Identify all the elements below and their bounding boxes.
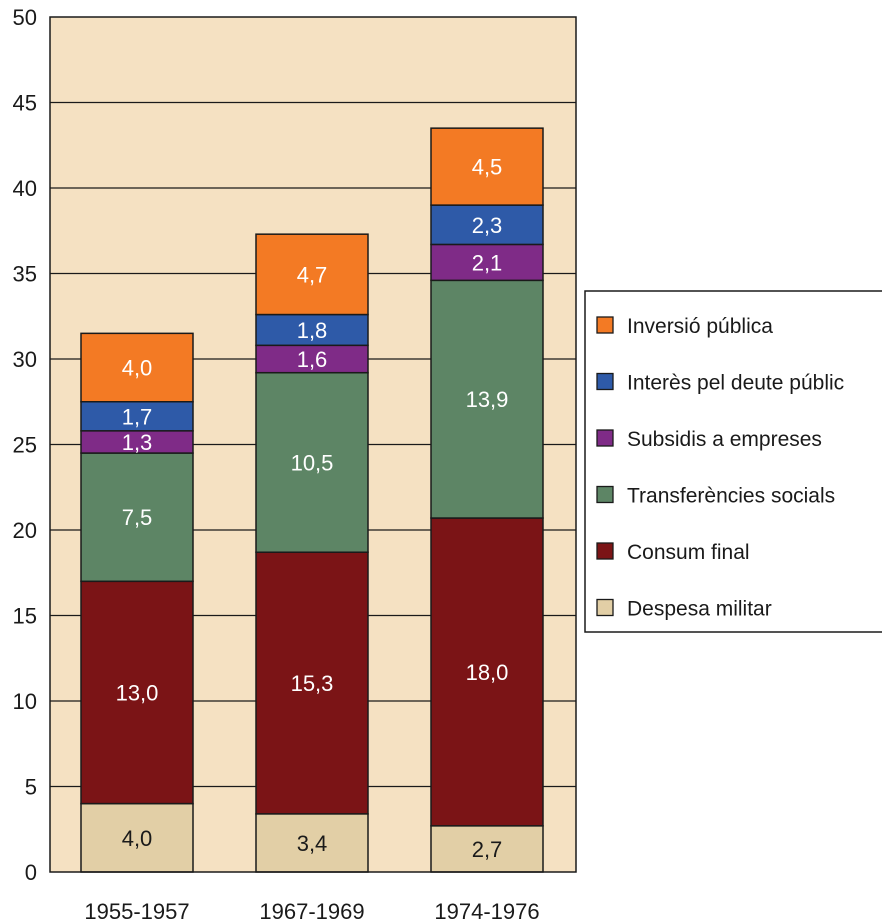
bar-value-label: 1,6 bbox=[297, 347, 328, 372]
bar-segment bbox=[430, 517, 544, 827]
bar-value-label: 1,3 bbox=[122, 430, 153, 455]
legend-swatch bbox=[596, 372, 614, 391]
bar-value-label: 18,0 bbox=[466, 660, 509, 685]
legend-swatch bbox=[596, 485, 614, 504]
bar-segment bbox=[255, 813, 369, 873]
plot-frame bbox=[49, 16, 577, 873]
bar-value-label: 2,3 bbox=[472, 213, 503, 238]
bar-value-label: 10,5 bbox=[291, 450, 334, 475]
bar-segment bbox=[430, 127, 544, 206]
bar-segment bbox=[430, 243, 544, 282]
legend-swatch bbox=[596, 598, 614, 617]
bar-segment bbox=[430, 279, 544, 519]
legend-label: Inversió pública bbox=[627, 315, 773, 338]
x-tick-label: 1974-1976 bbox=[434, 899, 539, 922]
bar-segment bbox=[80, 401, 194, 432]
bar-value-label: 2,7 bbox=[472, 837, 503, 862]
bar-segment bbox=[255, 233, 369, 316]
x-tick-label: 1955-1957 bbox=[84, 899, 189, 922]
y-tick-label: 20 bbox=[13, 518, 37, 543]
bars: 4,0 13,0 7,5 1,31,7 4,0 3,4 15,3 10,5 1,6 1,8 4,7 2… bbox=[80, 127, 544, 873]
x-tick-label: 1967-1969 bbox=[259, 899, 364, 922]
legend-swatch bbox=[596, 542, 614, 560]
y-axis-ticks: 0 5 10 15 20 25 30 35 40 45 50 bbox=[13, 5, 37, 885]
y-tick-label: 50 bbox=[13, 5, 37, 30]
legend-box bbox=[584, 290, 882, 633]
bar-value-label: 2,1 bbox=[472, 250, 503, 275]
bar-segment bbox=[255, 371, 369, 553]
bar-value-label: 1,8 bbox=[297, 318, 328, 343]
legend-label: Subsidis a empreses bbox=[627, 428, 822, 451]
y-tick-label: 0 bbox=[25, 860, 37, 885]
bar-value-label: 7,5 bbox=[122, 505, 153, 530]
bar-value-label: 4,0 bbox=[122, 826, 153, 851]
bar-segment bbox=[255, 313, 369, 347]
y-tick-label: 25 bbox=[13, 433, 37, 458]
y-tick-label: 5 bbox=[25, 775, 37, 800]
bar-value-label: 13,0 bbox=[116, 680, 159, 705]
bar-segment bbox=[430, 204, 544, 246]
bar-value-label: 4,7 bbox=[297, 262, 328, 287]
legend-label: Interès pel deute públic bbox=[627, 372, 844, 395]
x-axis-categories: 1955-1957 1967-1969 1974-1976 bbox=[84, 899, 539, 922]
y-tick-label: 15 bbox=[13, 604, 37, 629]
bar-segment bbox=[255, 344, 369, 374]
bar-segment bbox=[80, 802, 194, 873]
legend: Inversió pública Interès pel deute públic… bbox=[584, 290, 882, 633]
legend-swatch bbox=[596, 429, 614, 447]
legend-label: Consum final bbox=[627, 541, 750, 564]
y-tick-label: 10 bbox=[13, 689, 37, 714]
bar-segment bbox=[80, 580, 194, 805]
y-tick-label: 30 bbox=[13, 347, 37, 372]
bar-segment bbox=[255, 551, 369, 815]
bar-value-label: 13,9 bbox=[466, 387, 509, 412]
legend-label: Despesa militar bbox=[627, 598, 772, 621]
bar-segment bbox=[80, 332, 194, 403]
bar-value-label: 4,5 bbox=[472, 155, 503, 180]
legend-swatch bbox=[596, 316, 614, 334]
bar-value-label: 15,3 bbox=[291, 671, 334, 696]
legend-label: Transferències socials bbox=[627, 485, 835, 508]
y-tick-label: 35 bbox=[13, 262, 37, 287]
y-tick-label: 45 bbox=[13, 91, 37, 116]
bar-value-label: 1,7 bbox=[122, 404, 153, 429]
y-tick-label: 40 bbox=[13, 176, 37, 201]
bar-value-label: 4,0 bbox=[122, 356, 153, 381]
bar-value-label: 3,4 bbox=[297, 831, 328, 856]
